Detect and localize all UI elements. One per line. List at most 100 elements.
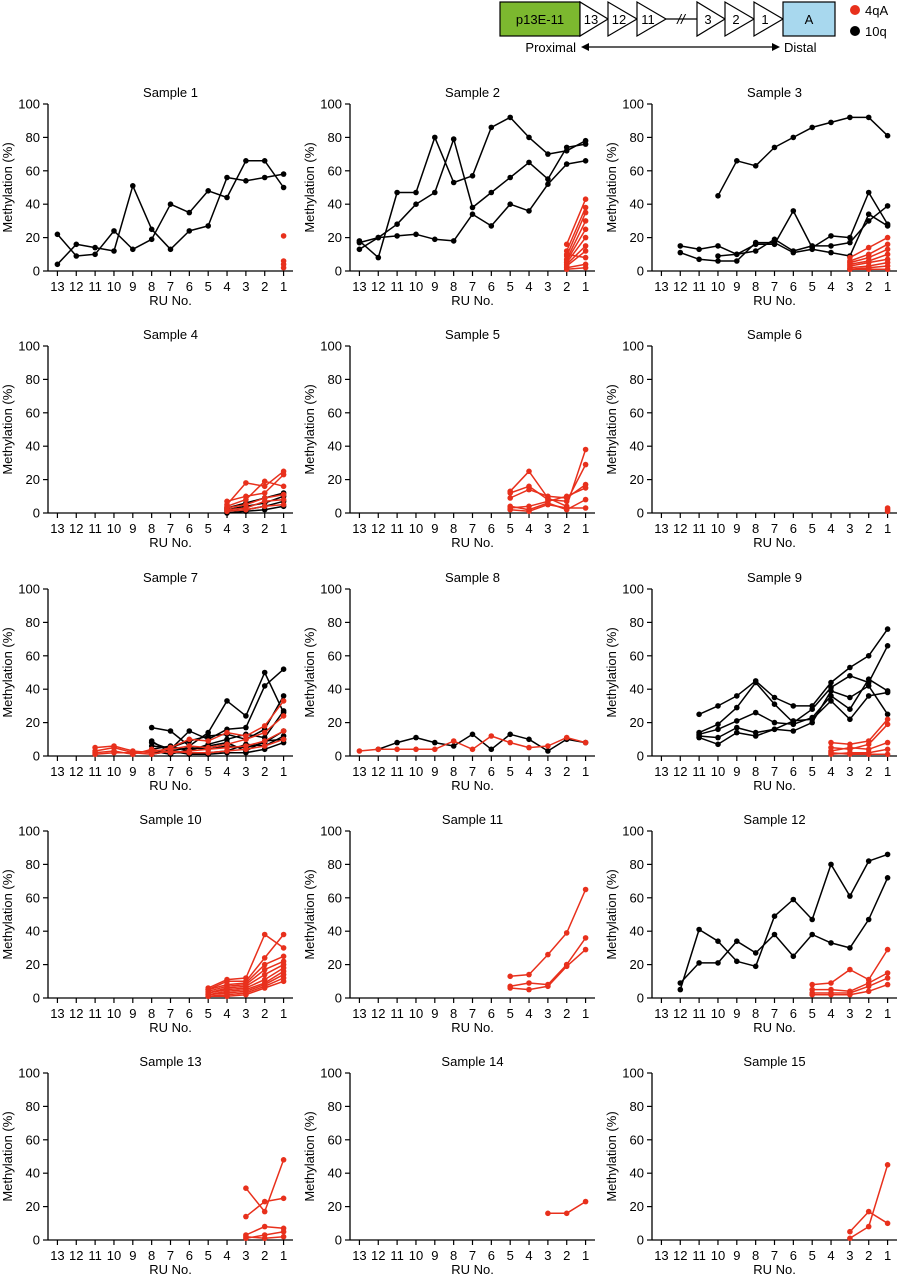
data-point (148, 724, 155, 731)
break-symbol: // (676, 11, 687, 27)
x-tick-label: 10 (711, 521, 725, 536)
y-tick-label: 40 (630, 682, 644, 697)
sample-chart-9: Sample 9 0 20 40 60 80 100 13 12 11 10 9 8 7 6 5 4 3 2 1 RU … (604, 570, 897, 793)
data-point (469, 204, 476, 211)
x-tick-label: 11 (390, 1248, 404, 1263)
data-point (715, 193, 721, 199)
data-point (884, 716, 891, 723)
data-point (507, 739, 513, 746)
data-point (771, 931, 778, 938)
y-axis-label: Methylation (%) (0, 627, 15, 717)
x-tick-label: 3 (242, 1248, 249, 1263)
x-tick-label: 10 (107, 764, 121, 779)
x-tick-label: 6 (790, 1248, 797, 1263)
repeat-unit-1 (753, 0, 785, 38)
x-tick-label: 2 (563, 764, 570, 779)
data-point (186, 209, 193, 216)
data-point (507, 201, 513, 207)
x-tick-label: 1 (582, 1248, 589, 1263)
data-point (847, 266, 853, 273)
y-tick-label: 0 (335, 749, 342, 764)
data-point (865, 858, 872, 864)
chart-title: Sample 11 (442, 812, 503, 827)
data-point (224, 174, 230, 181)
data-point (809, 243, 815, 249)
data-point (696, 960, 702, 966)
x-axis-label: RU No. (753, 293, 796, 308)
x-tick-label: 6 (186, 1006, 193, 1021)
data-point (469, 731, 476, 738)
data-point (469, 173, 476, 179)
y-tick-label: 80 (328, 857, 342, 872)
legend-label-10q: 10q (865, 24, 887, 39)
x-tick-label: 13 (352, 521, 366, 536)
data-point (224, 698, 230, 704)
x-tick-label: 11 (88, 521, 102, 536)
data-point (582, 264, 589, 271)
x-tick-label: 13 (654, 1248, 668, 1263)
sample-chart-4: Sample 4 0 20 40 60 80 100 13 12 11 10 9 8 7 6 5 4 3 2 1 RU … (0, 327, 293, 550)
x-tick-label: 9 (129, 1006, 136, 1021)
data-point (790, 718, 797, 724)
y-tick-label: 0 (335, 1233, 342, 1248)
data-point (450, 743, 457, 749)
data-point (847, 1235, 853, 1242)
data-point (752, 248, 759, 254)
x-tick-label: 1 (582, 279, 589, 294)
chart-title: Sample 10 (139, 812, 201, 827)
legend-label-4qa: 4qA (865, 3, 888, 18)
x-tick-label: 2 (261, 521, 268, 536)
data-point (243, 480, 249, 486)
data-point (563, 251, 570, 258)
x-tick-label: 11 (390, 521, 404, 536)
data-point (73, 253, 80, 259)
data-point (884, 251, 891, 258)
data-point (828, 233, 834, 239)
series-4qa-2 (847, 1162, 891, 1242)
data-point (865, 988, 872, 995)
series-4qa-3 (884, 508, 891, 515)
x-tick-label: 8 (148, 521, 155, 536)
data-point (865, 983, 872, 990)
x-tick-label: 4 (827, 279, 834, 294)
data-point (394, 739, 400, 746)
data-point (582, 505, 589, 511)
data-point (884, 721, 891, 728)
data-point (280, 233, 287, 239)
data-point (545, 951, 551, 958)
sample-chart-10: Sample 10 0 20 40 60 80 100 13 12 11 10 9 8 7 6 5 4 3 2 1 RU… (0, 812, 293, 1035)
data-point (413, 734, 419, 741)
proximal-label: Proximal (525, 40, 576, 55)
repeat-unit-2 (724, 0, 756, 38)
x-tick-label: 6 (186, 1248, 193, 1263)
x-tick-label: 8 (752, 1006, 759, 1021)
x-axis-label: RU No. (753, 778, 796, 793)
series-4qa-14 (563, 264, 589, 273)
data-point (526, 744, 532, 751)
data-point (280, 471, 287, 478)
series-line (830, 718, 889, 746)
data-point (243, 713, 249, 719)
series-4qa-2 (356, 733, 589, 754)
x-tick-label: 11 (88, 279, 102, 294)
data-point (261, 490, 268, 496)
y-tick-label: 60 (630, 890, 644, 905)
end-label: A (805, 12, 814, 27)
data-point (696, 711, 702, 718)
x-tick-label: 3 (242, 521, 249, 536)
data-point (545, 501, 551, 508)
series-line (226, 480, 284, 508)
series-4qa-3 (280, 233, 287, 239)
data-point (734, 258, 740, 264)
x-tick-label: 4 (223, 521, 230, 536)
data-point (280, 171, 287, 177)
data-point (545, 1210, 551, 1217)
series-4qa-2 (243, 1195, 287, 1220)
data-point (261, 961, 268, 968)
data-point (507, 973, 513, 980)
data-point (865, 741, 872, 748)
data-point (884, 851, 891, 858)
y-tick-label: 40 (328, 924, 342, 939)
y-tick-label: 40 (328, 682, 342, 697)
x-tick-label: 4 (525, 279, 532, 294)
